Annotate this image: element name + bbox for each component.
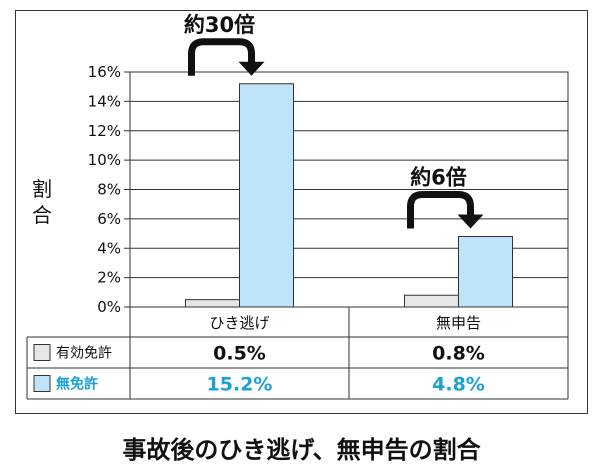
x-category-label: 無申告 — [436, 314, 481, 332]
annotation-arrowhead — [238, 61, 265, 76]
legend-swatch — [33, 375, 51, 392]
annotation-arrowhead — [457, 214, 484, 229]
x-category-label: ひき逃げ — [209, 314, 269, 332]
y-tick-label: 12% — [88, 122, 121, 140]
legend-label: 有効免許 — [56, 346, 112, 362]
chart-caption: 事故後のひき逃げ、無申告の割合 — [122, 436, 481, 464]
annotation-arrow — [407, 191, 474, 229]
annotation-label: 約6倍 — [410, 166, 467, 190]
data-label: 0.5% — [213, 343, 266, 365]
bar — [404, 294, 459, 308]
y-tick-label: 8% — [97, 181, 121, 199]
y-tick-label: 4% — [97, 239, 121, 257]
chart-frame — [15, 10, 588, 414]
legend-swatch — [33, 344, 51, 361]
data-label: 0.8% — [432, 343, 485, 365]
y-axis-label: 割 — [32, 177, 52, 201]
bar — [185, 299, 240, 308]
legend-label: 無免許 — [56, 376, 98, 393]
bar — [458, 236, 513, 308]
y-axis-label: 合 — [32, 203, 52, 227]
y-tick-label: 14% — [88, 92, 121, 110]
y-tick-label: 16% — [88, 63, 121, 81]
y-tick-label: 0% — [97, 298, 121, 316]
annotation-arrow — [188, 38, 255, 76]
bar — [239, 83, 294, 308]
y-tick-label: 6% — [97, 210, 121, 228]
y-tick-label: 10% — [88, 151, 121, 169]
annotation-label: 約30倍 — [184, 13, 255, 37]
data-label: 4.8% — [432, 374, 485, 396]
y-tick-label: 2% — [97, 269, 121, 287]
data-label: 15.2% — [207, 374, 273, 396]
